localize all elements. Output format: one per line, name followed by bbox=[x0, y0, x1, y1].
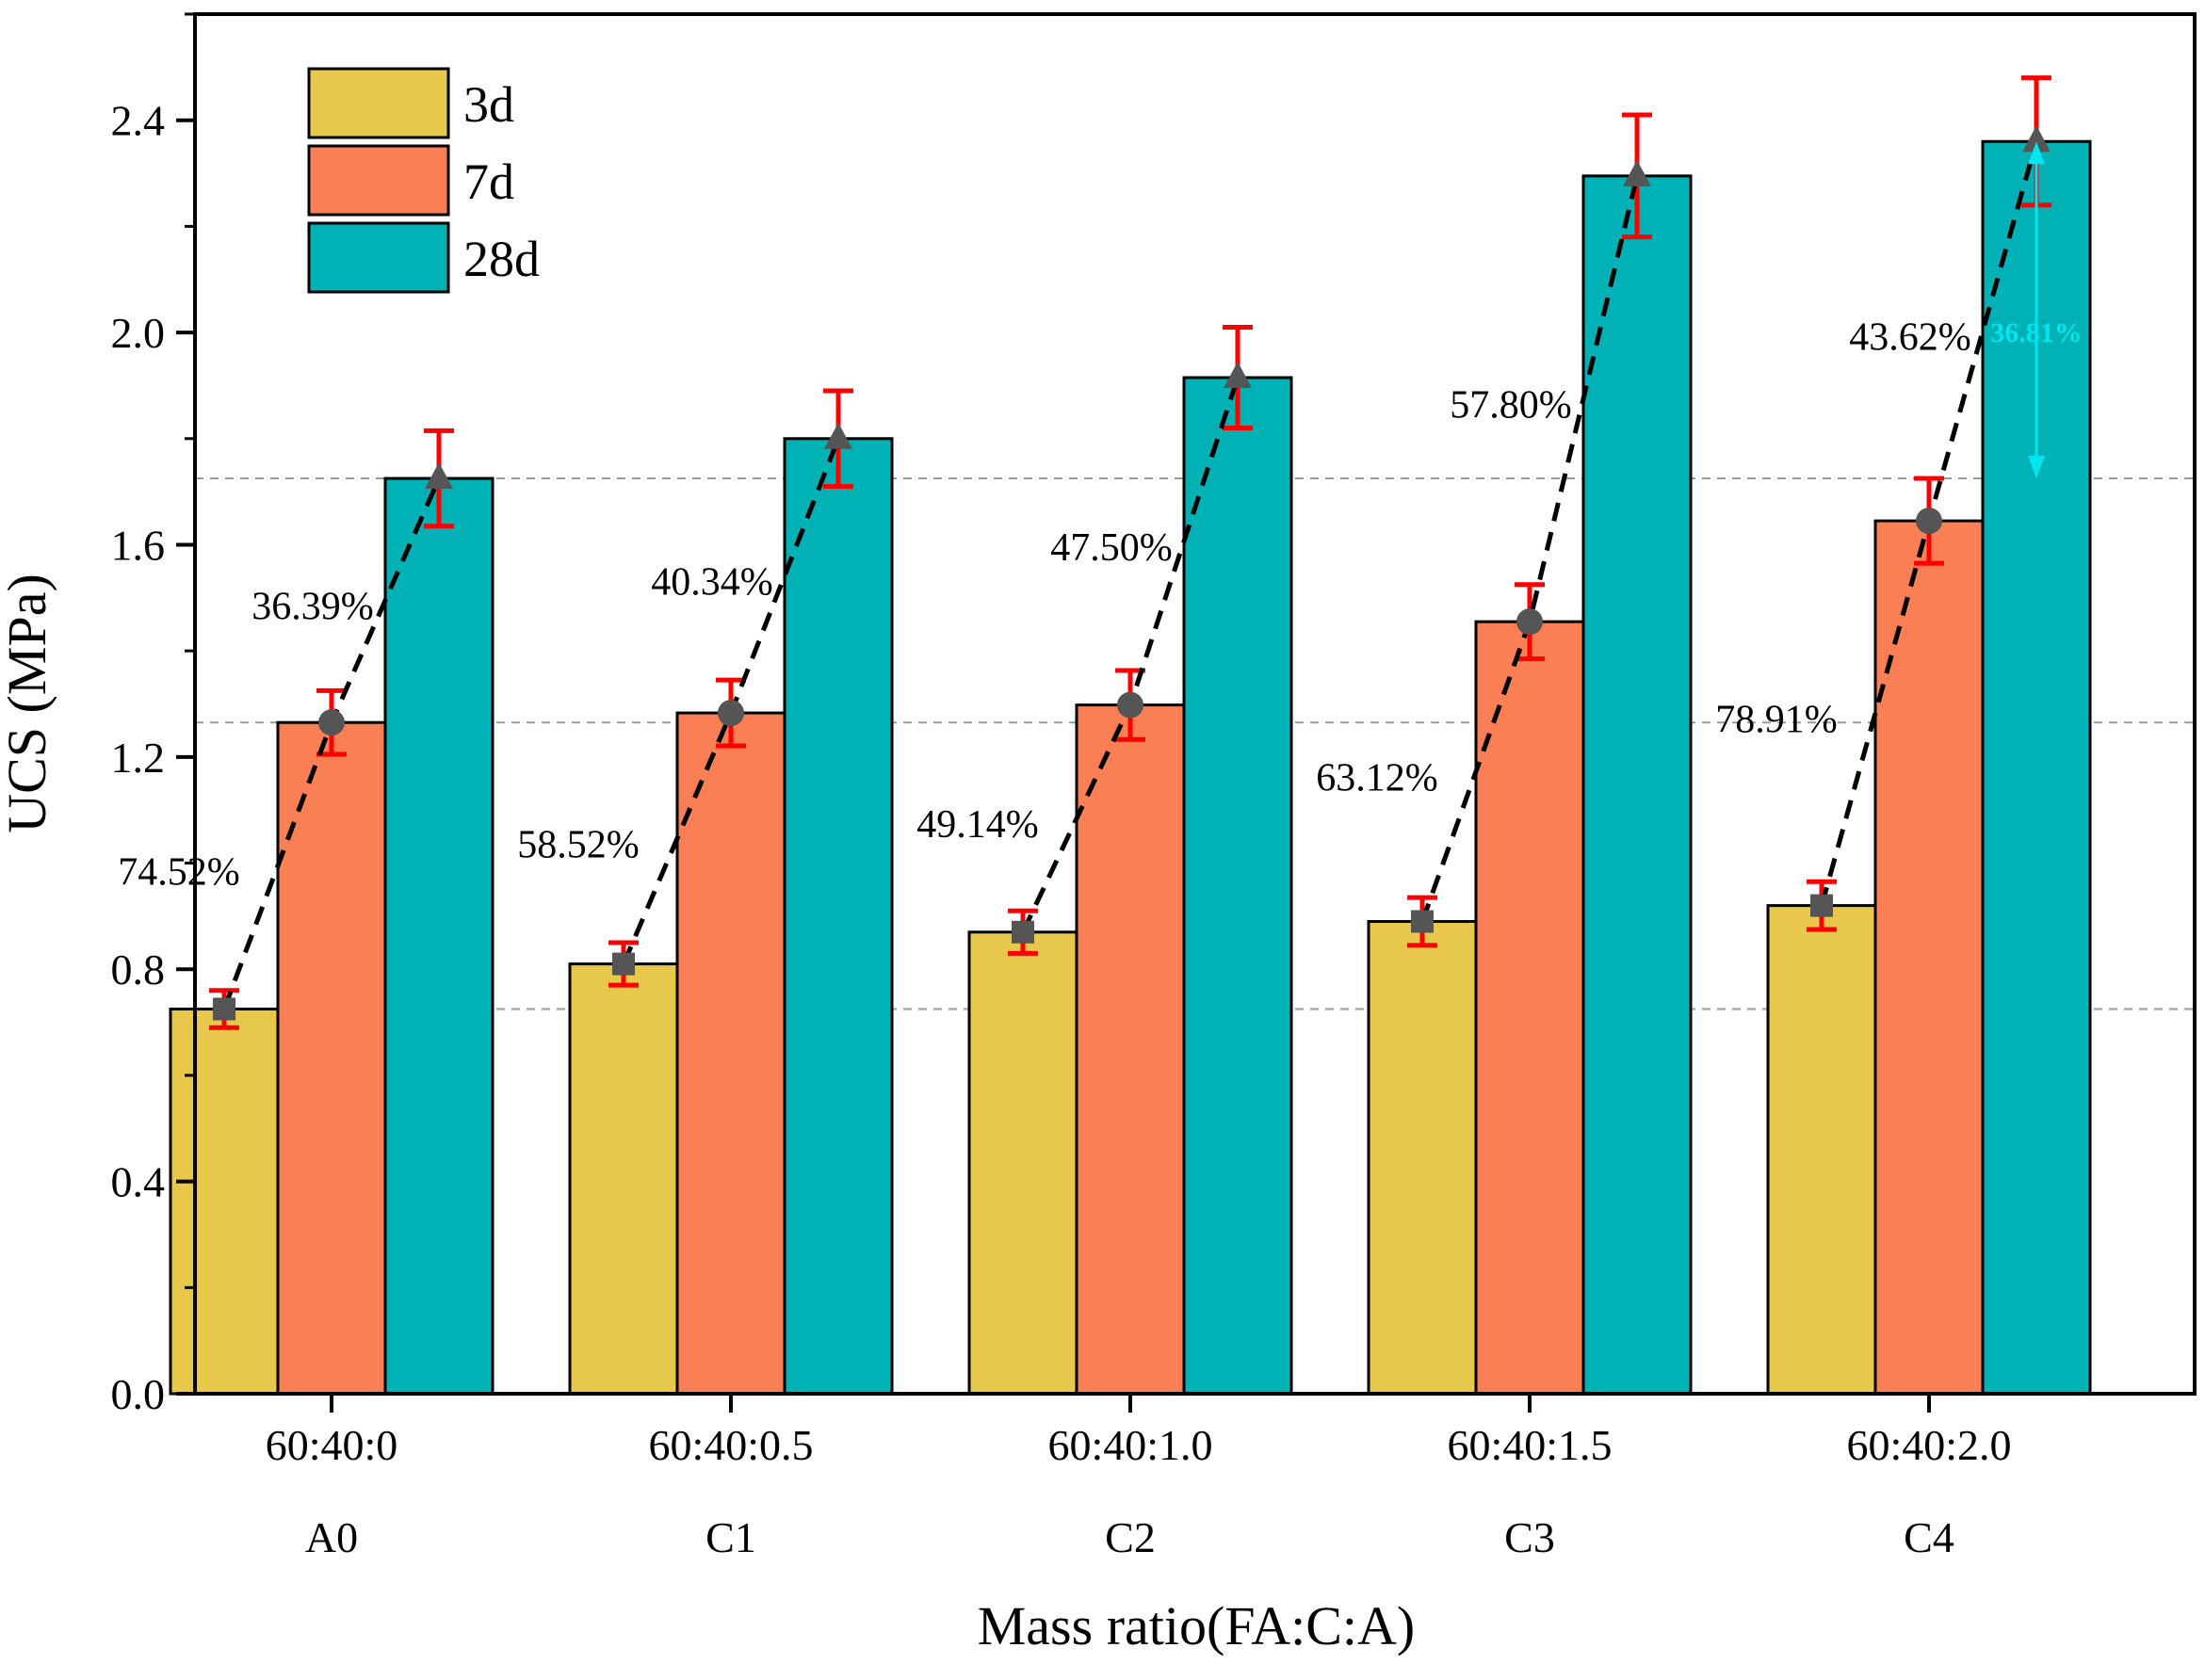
y-tick-label: 2.0 bbox=[111, 309, 166, 357]
legend-swatch-3d bbox=[307, 67, 450, 139]
x-tick-label-group: C4 bbox=[1904, 1513, 1954, 1561]
annotation-arrowhead-down bbox=[2028, 456, 2045, 479]
axes: 0.0 0.4 0.8 1.2 1.6 2.0 2.4 60:40:0 A0 60:40:0.5 C… bbox=[111, 12, 2197, 1561]
x-tick-label-group: C1 bbox=[705, 1513, 756, 1561]
marker-28d-C2 bbox=[1224, 361, 1252, 388]
x-tick-label-ratio: 60:40:0 bbox=[266, 1421, 398, 1469]
annotation-arrow bbox=[2028, 141, 2045, 479]
y-tick-label: 0.8 bbox=[111, 945, 166, 993]
bar-28d-C2 bbox=[1182, 376, 1293, 1396]
bar-3d-C1 bbox=[568, 962, 679, 1396]
x-tick-label-group: C3 bbox=[1504, 1513, 1555, 1561]
marker-28d-C4 bbox=[2022, 125, 2051, 153]
plot-frame bbox=[193, 12, 2197, 1396]
y-tick-label: 0.4 bbox=[111, 1158, 166, 1206]
x-axis-title: Mass ratio(FA:C:A) bbox=[978, 1595, 1416, 1656]
growth-7d-28d-C2: 47.50% bbox=[1050, 526, 1173, 570]
marker-3d-C2 bbox=[1012, 920, 1034, 944]
marker-3d-C1 bbox=[612, 952, 635, 976]
bar-28d-C3 bbox=[1581, 174, 1693, 1396]
x-tick-label-group: A0 bbox=[305, 1513, 358, 1561]
bar-3d-A0 bbox=[169, 1007, 280, 1396]
bar-3d-C3 bbox=[1367, 920, 1478, 1396]
marker-7d-A0 bbox=[318, 709, 345, 736]
bar-7d-C3 bbox=[1474, 620, 1585, 1396]
marker-7d-C1 bbox=[718, 700, 744, 727]
marker-3d-C3 bbox=[1411, 910, 1434, 933]
y-tick-label: 1.2 bbox=[111, 734, 166, 782]
marker-28d-A0 bbox=[425, 462, 453, 490]
marker-7d-C4 bbox=[1916, 508, 1942, 535]
legend-label-3d: 3d bbox=[463, 76, 514, 133]
x-tick-label-ratio: 60:40:1.0 bbox=[1047, 1421, 1212, 1469]
y-tick-label: 0.0 bbox=[111, 1370, 166, 1418]
bar-7d-C4 bbox=[1873, 519, 1985, 1396]
bar-3d-C2 bbox=[967, 930, 1078, 1396]
legend-label-7d: 7d bbox=[463, 153, 514, 210]
x-tick-label-ratio: 60:40:0.5 bbox=[648, 1421, 813, 1469]
bar-7d-A0 bbox=[276, 720, 387, 1396]
growth-7d-28d-C3: 57.80% bbox=[1450, 384, 1572, 428]
annotation-label: 36.81% bbox=[1990, 317, 2083, 348]
bars bbox=[169, 139, 2092, 1396]
x-tick-label-group: C2 bbox=[1105, 1513, 1156, 1561]
legend-swatch-7d bbox=[307, 144, 450, 217]
marker-7d-C2 bbox=[1117, 691, 1143, 719]
marker-28d-C3 bbox=[1623, 159, 1651, 186]
growth-3d-7d-C2: 49.14% bbox=[916, 803, 1039, 847]
growth-3d-7d-A0: 74.52% bbox=[118, 850, 240, 894]
annotation-arrowhead-up bbox=[2028, 141, 2045, 165]
y-tick-label: 1.6 bbox=[111, 521, 166, 569]
y-tick-label: 2.4 bbox=[111, 97, 166, 145]
x-tick-label-ratio: 60:40:1.5 bbox=[1447, 1421, 1612, 1469]
growth-7d-28d-C4: 43.62% bbox=[1849, 316, 1971, 360]
bar-7d-C2 bbox=[1075, 703, 1186, 1396]
x-tick-label-ratio: 60:40:2.0 bbox=[1846, 1421, 2011, 1469]
growth-3d-7d-C3: 63.12% bbox=[1316, 756, 1438, 800]
bar-28d-A0 bbox=[383, 477, 495, 1396]
bar-7d-C1 bbox=[675, 711, 786, 1396]
marker-28d-C1 bbox=[824, 422, 852, 449]
marker-3d-A0 bbox=[213, 997, 235, 1021]
growth-7d-28d-A0: 36.39% bbox=[251, 586, 374, 629]
y-axis-title: UCS (MPa) bbox=[0, 573, 57, 833]
legend-label-28d: 28d bbox=[463, 231, 540, 287]
bar-3d-C4 bbox=[1766, 904, 1877, 1396]
mean-markers bbox=[213, 125, 2051, 1021]
legend-swatch-28d bbox=[307, 221, 450, 294]
growth-3d-7d-C1: 58.52% bbox=[517, 823, 640, 866]
marker-7d-C3 bbox=[1516, 608, 1543, 636]
marker-3d-C4 bbox=[1810, 894, 1833, 917]
legend: 3d 7d 28d bbox=[307, 67, 540, 294]
growth-7d-28d-C1: 40.34% bbox=[651, 560, 773, 604]
growth-3d-7d-C4: 78.91% bbox=[1715, 698, 1838, 741]
growth-labels: 74.52% 58.52% 49.14% 63.12% 78.91% 36.39% 40.3… bbox=[118, 141, 2083, 894]
bar-28d-C1 bbox=[783, 437, 894, 1396]
